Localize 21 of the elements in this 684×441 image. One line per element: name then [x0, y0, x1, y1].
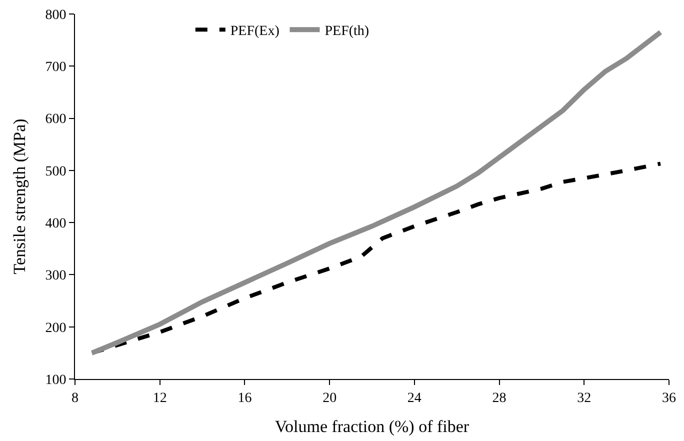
y-tick-label: 800 — [45, 8, 66, 23]
y-tick-label: 500 — [45, 164, 66, 180]
y-axis-title: Tensile strength (MPa) — [10, 118, 29, 274]
y-tick-label: 400 — [45, 216, 66, 232]
y-tick-label: 200 — [45, 320, 66, 336]
y-tick-label: 700 — [45, 60, 66, 76]
line-series — [90, 162, 663, 355]
x-tick-label: 28 — [492, 390, 506, 406]
x-tick-label: 24 — [407, 390, 422, 406]
x-tick-label: 32 — [577, 390, 592, 406]
x-tick-label: 20 — [322, 390, 337, 406]
x-tick-label: 12 — [152, 390, 167, 406]
y-tick-label: 300 — [45, 268, 66, 284]
x-tick-label: 16 — [238, 390, 252, 406]
x-axis-title: Volume fraction (%) of fiber — [274, 417, 470, 436]
y-tick-label: 600 — [45, 112, 66, 128]
x-tick-label: 8 — [72, 390, 78, 406]
legend-label: PEF(Ex) — [230, 24, 280, 40]
y-tick-label: 100 — [45, 372, 66, 388]
x-tick-label: 36 — [662, 390, 676, 406]
legend-label: PEF(th) — [324, 24, 370, 40]
